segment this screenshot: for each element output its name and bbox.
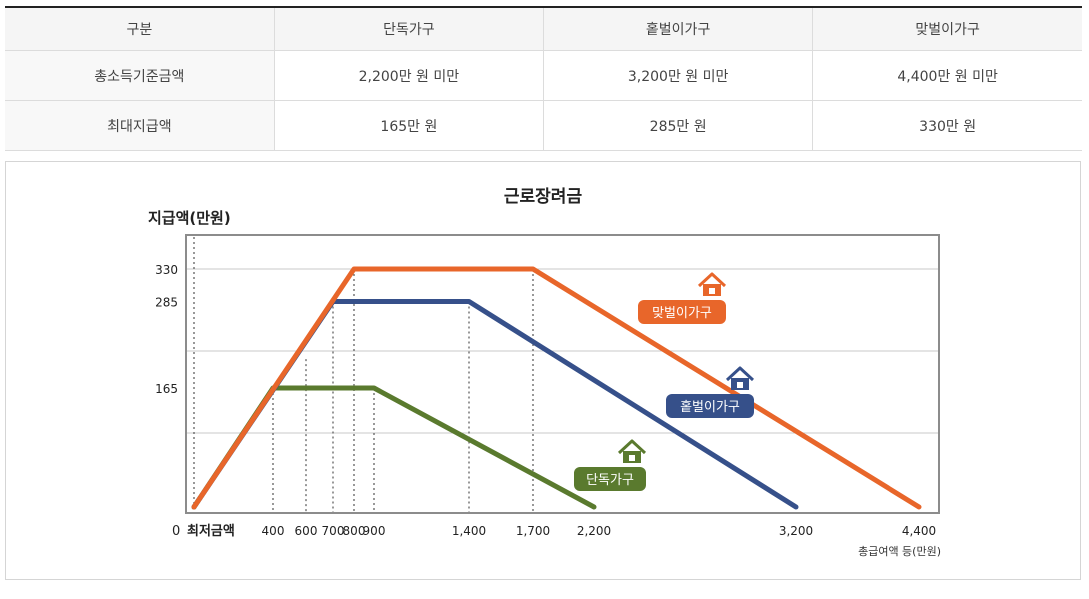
- eligibility-table: 구분 단독가구 홑벌이가구 맞벌이가구 총소득기준금액 2,200만 원 미만 …: [5, 6, 1082, 151]
- x-tick-label: 2,200: [577, 524, 611, 538]
- x-tick-label: 700: [322, 524, 345, 538]
- header-dual-earner: 맞벌이가구: [812, 7, 1082, 51]
- x-axis-label: 총급여액 등(만원): [858, 545, 941, 558]
- x-tick-label: 4,400: [902, 524, 936, 538]
- label-text: 맞벌이가구: [652, 306, 712, 321]
- x-tick-label: 1,700: [516, 524, 550, 538]
- row-label-max-payment: 최대지급액: [5, 100, 275, 151]
- series-label-단독가구: 단독가구: [574, 439, 647, 491]
- table-cell: 165만 원: [274, 100, 545, 151]
- plot-frame: [185, 234, 940, 514]
- table-header-row: 구분 단독가구 홑벌이가구 맞벌이가구: [5, 7, 1082, 51]
- table-cell: 285만 원: [543, 100, 814, 151]
- x-tick-label: 900: [363, 524, 386, 538]
- label-text: 단독가구: [586, 473, 634, 488]
- x-tick-label: 800: [343, 524, 366, 538]
- house-icon: [725, 366, 755, 390]
- chart-container: 근로장려금 지급액(만원) 165 285 330 400 600 700 800 900 1…: [5, 161, 1081, 580]
- table-cell: 4,400만 원 미만: [812, 50, 1082, 101]
- label-text: 홑벌이가구: [680, 400, 740, 415]
- table-row: 최대지급액 165만 원 285만 원 330만 원: [5, 100, 1082, 151]
- header-single: 단독가구: [274, 7, 545, 51]
- house-icon: [697, 272, 727, 296]
- label-badge: [666, 394, 754, 418]
- x-tick-label: 1,400: [452, 524, 486, 538]
- y-tick-label: 330: [155, 263, 178, 277]
- series-label-홑벌이가구: 홑벌이가구: [666, 366, 755, 418]
- label-badge: [638, 300, 726, 324]
- x-origin-label: 0: [172, 524, 180, 539]
- row-label-income: 총소득기준금액: [5, 50, 275, 101]
- table-row: 총소득기준금액 2,200만 원 미만 3,200만 원 미만 4,400만 원…: [5, 50, 1082, 101]
- table-cell: 3,200만 원 미만: [543, 50, 814, 101]
- y-axis-label: 지급액(만원): [148, 209, 231, 227]
- header-category: 구분: [5, 7, 275, 51]
- series-label-맞벌이가구: 맞벌이가구: [638, 272, 727, 324]
- x-min-label: 최저금액: [187, 524, 235, 539]
- house-window: [709, 288, 715, 294]
- chart-title: 근로장려금: [504, 187, 583, 207]
- x-tick-label: 400: [262, 524, 285, 538]
- house-roof: [725, 366, 755, 382]
- label-badge: [574, 467, 646, 491]
- x-tick-label: 600: [295, 524, 318, 538]
- house-icon: [617, 439, 647, 463]
- house-roof: [617, 439, 647, 455]
- series-line-맞벌이가구: [191, 266, 922, 510]
- x-tick-label: 3,200: [779, 524, 813, 538]
- house-window: [629, 455, 635, 461]
- table-cell: 2,200만 원 미만: [274, 50, 545, 101]
- header-single-earner: 홑벌이가구: [543, 7, 814, 51]
- house-roof: [697, 272, 727, 288]
- y-tick-label: 285: [155, 295, 178, 309]
- y-tick-label: 165: [155, 382, 178, 396]
- house-window: [737, 382, 743, 388]
- table-cell: 330만 원: [812, 100, 1082, 151]
